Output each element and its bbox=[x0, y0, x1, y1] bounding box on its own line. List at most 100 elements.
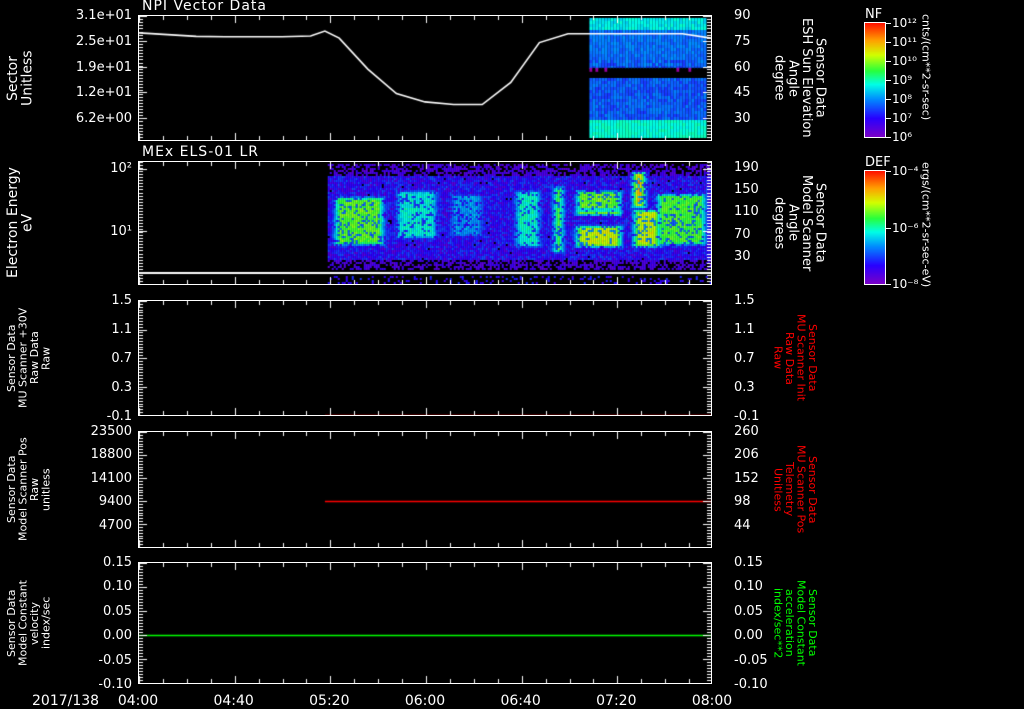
panel-mu-scanner-30v-canvas bbox=[139, 301, 711, 415]
panel-model-scanner-pos-left-tick: 18800 bbox=[90, 447, 132, 463]
panel-npi-sector-right-tick: 90 bbox=[734, 8, 751, 23]
panel-npi-sector-left-tick: 3.1e+01 bbox=[75, 8, 132, 23]
colorbar-nf-tick-mark bbox=[886, 137, 891, 138]
colorbar-nf-tick: 10⁹ bbox=[892, 73, 913, 87]
colorbar-nf-tick-mark bbox=[886, 23, 891, 24]
colorbar-nf-tick-mark bbox=[886, 99, 891, 100]
panel-els-energy-title: MEx ELS-01 LR bbox=[142, 144, 260, 160]
panel-mu-scanner-30v-right-tick: 1.5 bbox=[734, 293, 755, 308]
panel-els-energy-left-label: Electron Energy eV bbox=[5, 167, 36, 279]
panel-npi-sector-canvas bbox=[139, 16, 711, 140]
panel-mu-scanner-30v-left-tick: 0.7 bbox=[111, 351, 132, 366]
panel-model-scanner-pos-left-tick: 4700 bbox=[98, 517, 132, 533]
panel-model-scanner-pos-left-tick: 14100 bbox=[90, 470, 132, 486]
panel-mu-scanner-30v-right-tick: 0.7 bbox=[734, 351, 755, 366]
panel-npi-sector-left-tick: 6.2e+00 bbox=[75, 111, 132, 127]
panel-mu-scanner-30v-left-tick: -0.1 bbox=[106, 409, 132, 424]
panel-model-constant-velocity-right-tick: 0.05 bbox=[734, 603, 763, 619]
panel-model-scanner-pos-left-label: Sensor Data Model Scanner Pos Raw unitle… bbox=[5, 437, 53, 542]
panel-mu-scanner-30v-right-tick: -0.1 bbox=[734, 409, 760, 424]
panel-model-constant-velocity-left-tick: 0.00 bbox=[103, 628, 132, 644]
colorbar-nf-title: NF bbox=[865, 7, 883, 22]
panel-els-energy-right-tick: 190 bbox=[734, 159, 759, 175]
colorbar-def-tick-mark bbox=[886, 228, 891, 229]
colorbar-def-title: DEF bbox=[865, 155, 891, 170]
panel-npi-sector-right-label: Sensor Data ESH Sun Elevation Angle degr… bbox=[771, 18, 828, 138]
colorbar-def-tick: 10⁻⁸ bbox=[892, 277, 919, 291]
colorbar-def-tick: 10⁻⁴ bbox=[892, 164, 919, 178]
x-axis-tick-label: 07:20 bbox=[596, 693, 637, 709]
panel-els-energy-left-tick: 10¹ bbox=[110, 224, 132, 240]
panel-mu-scanner-30v-left-tick: 1.1 bbox=[111, 322, 132, 337]
panel-npi-sector-right-tick: 45 bbox=[734, 85, 751, 101]
colorbar-nf-tick-mark bbox=[886, 118, 891, 119]
panel-mu-scanner-30v bbox=[138, 300, 712, 416]
panel-mu-scanner-30v-left-tick: 0.3 bbox=[111, 380, 132, 395]
colorbar-nf-tick: 10⁸ bbox=[892, 92, 913, 106]
panel-npi-sector-left-tick: 2.5e+01 bbox=[75, 33, 132, 49]
panel-model-constant-velocity-right-label: Sensor Data Model Constant acceleration … bbox=[771, 580, 820, 666]
panel-model-scanner-pos-right-tick: 260 bbox=[734, 424, 759, 439]
panel-els-energy-right-tick: 150 bbox=[734, 181, 759, 197]
x-axis-tick-label: 04:00 bbox=[117, 693, 159, 709]
panel-model-scanner-pos-left-tick: 9400 bbox=[98, 494, 132, 510]
colorbar-nf bbox=[864, 22, 886, 138]
colorbar-def-tick-mark bbox=[886, 284, 891, 285]
panel-model-scanner-pos-right-label: Sensor Data MU Scanner Pos Telemetry Uni… bbox=[771, 445, 820, 534]
panel-npi-sector-left-label: Sector Unitless bbox=[5, 50, 36, 106]
panel-mu-scanner-30v-right-tick: 1.1 bbox=[734, 322, 755, 337]
x-axis-tick-label: 06:00 bbox=[404, 693, 446, 709]
panel-model-scanner-pos-right-tick: 152 bbox=[734, 470, 759, 486]
panel-model-constant-velocity bbox=[138, 562, 712, 684]
panel-els-energy-right-tick: 70 bbox=[734, 226, 751, 242]
panel-els-energy bbox=[138, 161, 712, 285]
panel-model-scanner-pos-right-tick: 98 bbox=[734, 494, 751, 510]
panel-model-constant-velocity-canvas bbox=[139, 563, 711, 683]
x-axis-tick-label: 05:20 bbox=[309, 693, 350, 709]
panel-model-constant-velocity-left-tick: 0.15 bbox=[103, 555, 132, 570]
panel-els-energy-left-tick: 10² bbox=[110, 161, 132, 177]
panel-npi-sector-left-tick: 1.9e+01 bbox=[75, 59, 132, 75]
x-axis-tick-label: 06:40 bbox=[500, 693, 541, 709]
panel-els-energy-canvas bbox=[139, 162, 711, 284]
panel-npi-sector-right-tick: 75 bbox=[734, 33, 751, 49]
colorbar-nf-tick-mark bbox=[886, 80, 891, 81]
panel-model-scanner-pos-canvas bbox=[139, 432, 711, 547]
colorbar-def-gradient bbox=[865, 171, 885, 284]
colorbar-def-units: ergs/(cm**2-sr-sec-eV) bbox=[919, 162, 933, 288]
colorbar-nf-tick: 10¹¹ bbox=[892, 35, 917, 49]
panel-mu-scanner-30v-right-label: Sensor Data MU Scanner Init Raw Data Raw bbox=[771, 314, 820, 402]
panel-model-constant-velocity-right-tick: 0.00 bbox=[734, 628, 763, 644]
panel-npi-sector-right-tick: 30 bbox=[734, 111, 751, 127]
panel-els-energy-right-tick: 30 bbox=[734, 248, 751, 264]
colorbar-nf-tick-mark bbox=[886, 42, 891, 43]
colorbar-nf-units: cnts/(cm**2-sr-sec) bbox=[919, 14, 933, 121]
x-axis-tick-label: 08:00 bbox=[691, 693, 733, 709]
panel-model-constant-velocity-right-tick: 0.10 bbox=[734, 579, 763, 595]
colorbar-nf-tick: 10¹⁰ bbox=[892, 54, 917, 68]
panel-npi-sector bbox=[138, 15, 712, 141]
panel-mu-scanner-30v-left-tick: 1.5 bbox=[111, 293, 132, 308]
panel-model-scanner-pos-right-tick: 206 bbox=[734, 447, 759, 463]
x-axis-date-label: 2017/138 bbox=[32, 693, 100, 709]
colorbar-def-tick-mark bbox=[886, 171, 891, 172]
x-axis-tick-label: 04:40 bbox=[213, 693, 254, 709]
panel-model-constant-velocity-left-tick: 0.05 bbox=[103, 603, 132, 619]
panel-model-scanner-pos-left-tick: 23500 bbox=[90, 424, 132, 439]
panel-model-constant-velocity-left-tick: -0.10 bbox=[98, 677, 132, 692]
panel-model-scanner-pos bbox=[138, 431, 712, 548]
panel-model-constant-velocity-left-label: Sensor Data Model Constant velocity inde… bbox=[5, 580, 53, 666]
panel-mu-scanner-30v-right-tick: 0.3 bbox=[734, 380, 755, 395]
colorbar-def bbox=[864, 170, 886, 285]
panel-els-energy-right-tick: 110 bbox=[734, 204, 759, 220]
colorbar-nf-tick: 10⁶ bbox=[892, 130, 913, 144]
colorbar-nf-tick: 10¹² bbox=[892, 16, 917, 30]
panel-npi-sector-right-tick: 60 bbox=[734, 59, 751, 75]
colorbar-nf-tick-mark bbox=[886, 61, 891, 62]
panel-model-constant-velocity-left-tick: 0.10 bbox=[103, 579, 132, 595]
panel-npi-sector-left-tick: 1.2e+01 bbox=[75, 85, 132, 101]
panel-els-energy-right-label: Sensor Data Model Scanner Angle degrees bbox=[771, 174, 828, 272]
panel-model-constant-velocity-right-tick: -0.10 bbox=[734, 677, 768, 692]
colorbar-nf-tick: 10⁷ bbox=[892, 111, 913, 125]
